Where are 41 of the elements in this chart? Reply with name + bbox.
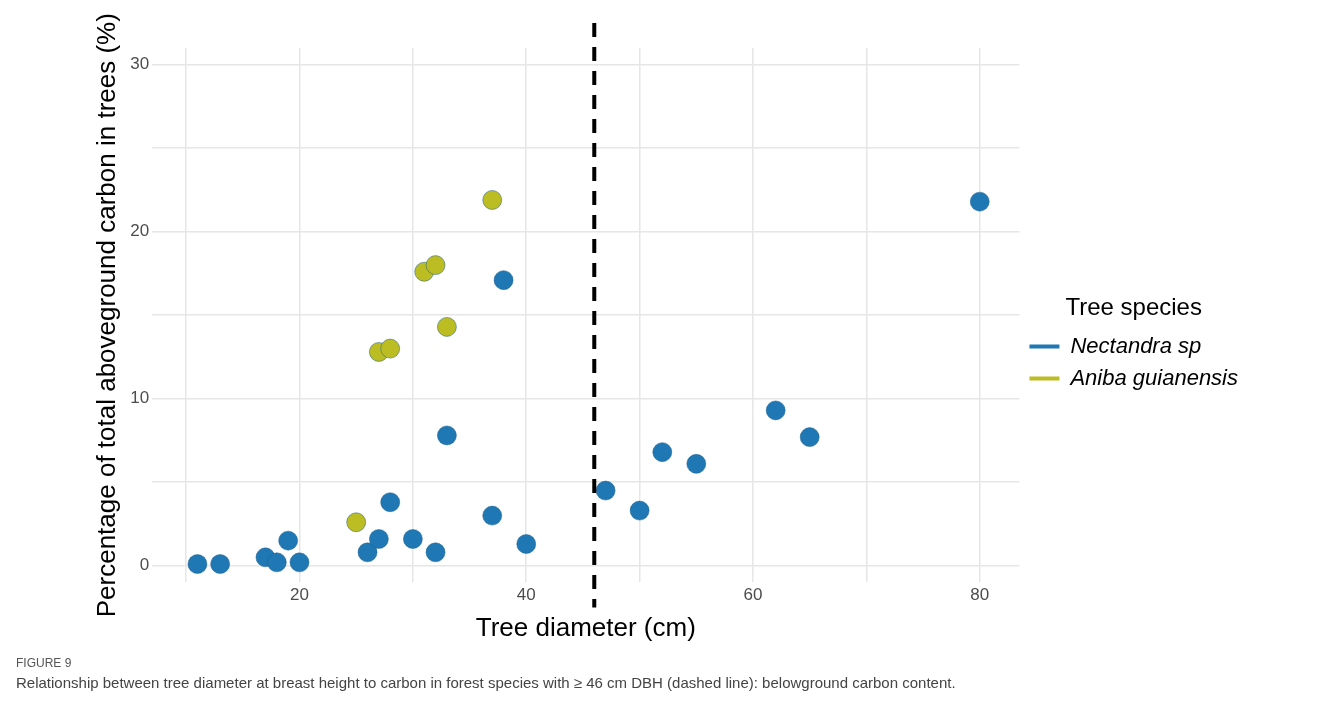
point <box>357 542 378 563</box>
point <box>289 552 310 573</box>
legend-label: Aniba guianensis <box>1068 364 1239 390</box>
y-tick-label: 10 <box>130 388 150 408</box>
x-tick-label: 20 <box>290 585 309 605</box>
point <box>369 529 389 549</box>
x-tick-label: 60 <box>743 585 763 605</box>
point <box>210 554 230 574</box>
point <box>493 270 514 290</box>
x-axis-title: Tree diameter (cm) <box>475 611 696 642</box>
point <box>278 530 298 551</box>
y-tick-label: 0 <box>139 555 150 575</box>
x-tick-label: 40 <box>516 585 536 605</box>
point <box>482 190 502 210</box>
point <box>267 552 287 573</box>
point <box>516 534 536 554</box>
caption: FIGURE 9 <box>16 656 73 670</box>
point <box>425 542 446 563</box>
point <box>595 480 616 501</box>
point <box>629 500 650 521</box>
point <box>482 505 502 526</box>
point <box>437 317 457 337</box>
point <box>346 512 366 533</box>
point <box>425 255 446 275</box>
y-tick-label: 30 <box>130 54 150 74</box>
point <box>799 427 820 447</box>
point <box>187 554 208 574</box>
point <box>652 442 673 462</box>
point <box>765 400 786 421</box>
text: Relationship between tree diameter at breast height to carbon in forest species with ≥ 46 cm DBH (dashed line): belowground carbon content. <box>16 674 957 691</box>
y-tick-label: 20 <box>130 221 150 241</box>
y-axis-title: Percentage of total aboveground carbon in trees (%) <box>90 13 121 618</box>
x-tick-label: 80 <box>970 585 990 605</box>
point <box>380 492 400 512</box>
point <box>970 191 990 212</box>
point <box>380 338 400 359</box>
legend-title: Tree species <box>1065 293 1202 321</box>
point <box>686 454 707 474</box>
point <box>403 529 423 549</box>
point <box>437 425 457 446</box>
legend-label: Nectandra sp <box>1070 332 1202 358</box>
